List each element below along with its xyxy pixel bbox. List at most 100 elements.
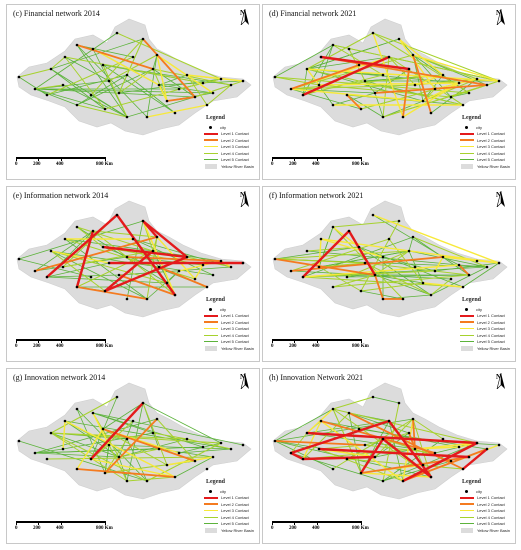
legend-item-city: city <box>204 488 258 495</box>
scale-label: 0 <box>15 526 18 531</box>
contact-link-level-1 <box>381 437 433 479</box>
contact-link-level-3 <box>62 420 66 450</box>
legend-label: Yellow River Basin <box>477 345 510 351</box>
city-point <box>357 63 361 67</box>
city-point <box>371 31 375 35</box>
line-swatch-icon <box>204 159 218 161</box>
contact-link-level-3 <box>92 48 160 86</box>
contact-link-level-3 <box>402 82 460 118</box>
contact-link-level-1 <box>89 401 145 461</box>
contact-link-level-5 <box>92 412 244 446</box>
contact-link-level-4 <box>108 54 158 82</box>
city-point <box>101 427 105 431</box>
north-label: N <box>495 191 501 199</box>
line-swatch-icon <box>204 146 218 148</box>
city-point <box>461 103 465 107</box>
city-point <box>387 419 391 423</box>
map-panel: (d) Financial network 2021 N Legend city… <box>262 4 516 180</box>
city-point <box>381 73 385 77</box>
contact-link-level-5 <box>274 408 334 442</box>
legend-title: Legend <box>462 297 482 303</box>
contact-link-level-5 <box>104 444 110 474</box>
city-point <box>497 79 501 83</box>
legend-item-level-2: Level 2 Contact <box>204 319 258 326</box>
network-map <box>272 382 508 500</box>
city-point <box>63 419 67 423</box>
panel-title: (f) Information network 2021 <box>269 191 364 200</box>
city-point <box>155 417 159 421</box>
scale-tick <box>16 157 17 161</box>
legend-item-level-3: Level 3 Contact <box>460 144 514 151</box>
legend-label: Level 2 Contact <box>477 137 505 143</box>
scale-tick <box>105 157 106 161</box>
legend-item-basin: Yellow River Basin <box>204 345 258 352</box>
city-point <box>103 471 107 475</box>
legend-label: Yellow River Basin <box>477 163 510 169</box>
contact-link-level-1 <box>103 249 155 293</box>
contact-link-level-5 <box>34 88 106 110</box>
contact-link-level-4 <box>290 74 444 90</box>
city-point <box>155 235 159 239</box>
contact-link-level-1 <box>115 213 177 297</box>
city-point <box>449 277 453 281</box>
scale-label: 800 Km <box>352 344 369 349</box>
north-label: N <box>239 9 245 17</box>
contact-link-level-4 <box>104 438 128 474</box>
city-point <box>145 115 149 119</box>
city-point <box>101 245 105 249</box>
city-point <box>363 261 367 265</box>
contact-link-level-4 <box>364 262 432 296</box>
contact-link-level-4 <box>372 32 500 82</box>
legend-item-basin: Yellow River Basin <box>204 527 258 534</box>
city-point <box>211 273 215 277</box>
contact-link-level-5 <box>408 236 414 252</box>
scale-label: 800 Km <box>96 162 113 167</box>
legend-item-level-5: Level 5 Contact <box>204 521 258 528</box>
city-point <box>61 265 65 269</box>
legend-label: Level 2 Contact <box>477 319 505 325</box>
contact-link-level-4 <box>274 76 470 94</box>
contact-link-level-4 <box>76 104 128 118</box>
contact-link-level-5 <box>434 262 500 272</box>
legend-label: Level 1 Contact <box>221 495 249 501</box>
yellow-river-basin-shape <box>16 382 252 500</box>
scale-label: 400 <box>312 162 320 167</box>
city-point <box>429 111 433 115</box>
city-point <box>219 259 223 263</box>
legend-title: Legend <box>462 479 482 485</box>
contact-link-level-3 <box>306 68 320 86</box>
scale-tick <box>294 157 295 161</box>
contact-link-level-2 <box>402 68 410 118</box>
scale-label: 400 <box>312 344 320 349</box>
contact-link-level-1 <box>319 55 411 71</box>
city-point <box>373 455 377 459</box>
contact-link-level-1 <box>401 441 479 483</box>
contact-link-level-3 <box>146 104 208 118</box>
contact-link-level-5 <box>102 402 144 430</box>
legend-item-level-5: Level 5 Contact <box>204 339 258 346</box>
legend-title: Legend <box>206 115 226 121</box>
city-point <box>131 419 135 423</box>
contact-link-level-5 <box>412 236 470 276</box>
legend-label: Level 4 Contact <box>477 514 505 520</box>
contact-link-level-4 <box>306 32 374 70</box>
legend-title: Legend <box>462 115 482 121</box>
legend-label: Level 3 Contact <box>477 508 505 514</box>
basin-swatch-icon <box>205 345 217 351</box>
contact-link-level-4 <box>382 84 488 118</box>
city-point <box>103 289 107 293</box>
contact-link-level-5 <box>34 32 118 90</box>
contact-link-level-4 <box>126 476 176 482</box>
city-point <box>141 37 145 41</box>
city-point <box>363 79 367 83</box>
city-point <box>441 73 445 77</box>
contact-link-level-4 <box>118 38 144 94</box>
contact-link-level-5 <box>132 238 214 276</box>
legend-label: Level 5 Contact <box>221 521 249 527</box>
city-point <box>331 285 335 289</box>
city-point <box>497 261 501 265</box>
legend-label: Level 3 Contact <box>221 144 249 150</box>
legend-item-level-2: Level 2 Contact <box>204 501 258 508</box>
city-point <box>165 281 169 285</box>
contact-link-level-1 <box>45 213 119 279</box>
